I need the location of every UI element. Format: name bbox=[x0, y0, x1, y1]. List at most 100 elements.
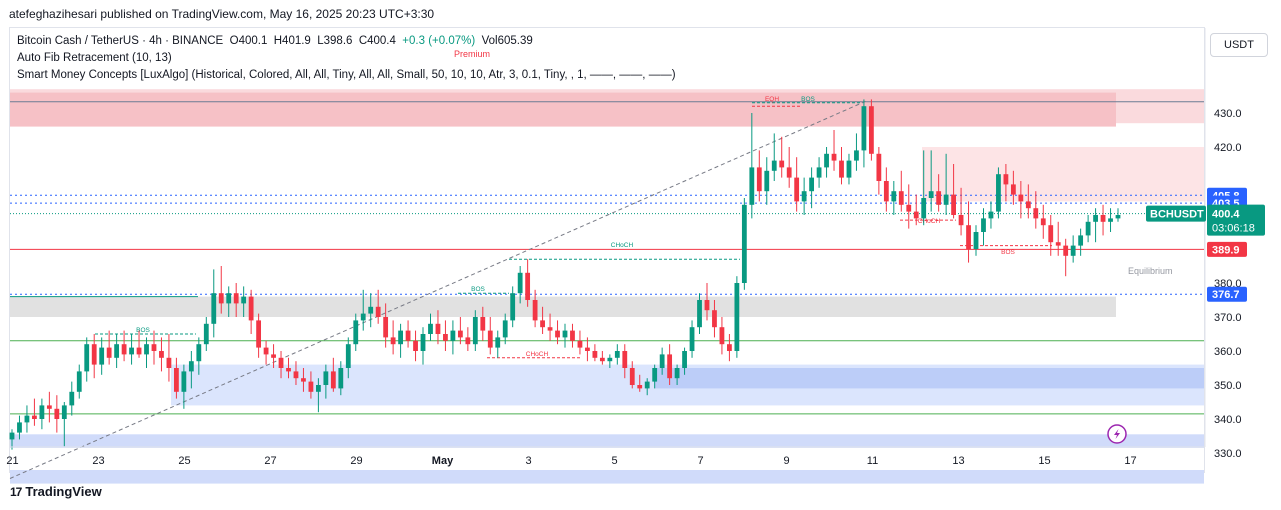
candle-body bbox=[1048, 225, 1054, 243]
candle-body bbox=[181, 371, 187, 392]
price-tick-label: 350.0 bbox=[1214, 380, 1242, 392]
candle-body bbox=[704, 300, 710, 311]
candle-body bbox=[555, 330, 560, 338]
legend-high: H401.9 bbox=[273, 35, 311, 47]
order-block-zone bbox=[655, 368, 1204, 389]
candle-body bbox=[211, 293, 217, 324]
candle-body bbox=[996, 174, 1001, 212]
candle-body bbox=[390, 337, 396, 345]
candle-body bbox=[17, 422, 22, 433]
candle-body bbox=[99, 347, 105, 365]
candle-body bbox=[54, 408, 60, 419]
candle-body bbox=[9, 432, 15, 440]
candle-body bbox=[46, 405, 52, 409]
candle-body bbox=[61, 405, 67, 419]
candle-body bbox=[413, 340, 418, 351]
candle-body bbox=[525, 272, 531, 300]
time-tick-label: 7 bbox=[697, 455, 703, 467]
candle-body bbox=[69, 391, 75, 406]
candle-body bbox=[301, 378, 306, 382]
candle-body bbox=[667, 354, 673, 379]
structure-label: BOS bbox=[471, 286, 485, 293]
time-tick-label: 25 bbox=[178, 455, 190, 467]
candle-body bbox=[1085, 221, 1091, 236]
candle-body bbox=[91, 344, 97, 365]
candle-body bbox=[450, 330, 456, 341]
candle-body bbox=[928, 191, 934, 198]
candle-body bbox=[547, 327, 553, 331]
candle-body bbox=[749, 167, 755, 205]
candle-body bbox=[1063, 245, 1069, 256]
structure-label: BOS bbox=[136, 327, 150, 334]
candle-body bbox=[84, 344, 90, 372]
candle-body bbox=[517, 272, 523, 294]
symbol-tag-bg bbox=[1146, 205, 1206, 222]
candle-body bbox=[1108, 218, 1113, 222]
publisher-line: atefeghazihesari published on TradingVie… bbox=[9, 7, 435, 21]
candle-body bbox=[405, 330, 411, 341]
candle-body bbox=[1100, 215, 1106, 222]
indicator-smc[interactable]: Smart Money Concepts [LuxAlgo] (Historic… bbox=[17, 69, 676, 81]
candle-body bbox=[644, 381, 650, 389]
candle-body bbox=[256, 320, 262, 348]
candle-body bbox=[39, 405, 45, 419]
candle-body bbox=[338, 368, 344, 389]
candle-body bbox=[502, 320, 508, 338]
time-tick-label: 21 bbox=[6, 455, 18, 467]
candle-body bbox=[203, 323, 209, 345]
candle-body bbox=[1040, 218, 1046, 226]
candle-body bbox=[136, 347, 142, 355]
price-tick-label: 340.0 bbox=[1214, 414, 1242, 426]
candle-body bbox=[487, 330, 493, 348]
candle-body bbox=[592, 351, 598, 358]
candle-body bbox=[106, 347, 112, 358]
candle-body bbox=[794, 177, 800, 202]
currency-button[interactable]: USDT bbox=[1210, 33, 1268, 57]
candle-body bbox=[786, 167, 792, 178]
candle-body bbox=[472, 317, 478, 345]
candle-body bbox=[846, 160, 852, 178]
supply-zone bbox=[922, 147, 1204, 202]
legend-close: C400.4 bbox=[358, 35, 396, 47]
symbol-title: Bitcoin Cash / TetherUS · 4h · BINANCE bbox=[17, 35, 224, 47]
candle-body bbox=[1010, 184, 1016, 195]
candle-body bbox=[174, 368, 179, 392]
candle-body bbox=[951, 194, 956, 215]
candle-body bbox=[330, 371, 336, 389]
candle-body bbox=[129, 347, 134, 355]
symbol-legend[interactable]: Bitcoin Cash / TetherUS · 4h · BINANCE O… bbox=[17, 35, 533, 47]
candle-body bbox=[159, 351, 164, 358]
tradingview-logo[interactable]: 17 TradingView bbox=[10, 484, 102, 499]
candle-body bbox=[323, 371, 329, 385]
candle-body bbox=[278, 357, 284, 368]
indicator-fib[interactable]: Auto Fib Retracement (10, 13) bbox=[17, 52, 172, 64]
candle-body bbox=[741, 204, 747, 283]
candle-body bbox=[1018, 194, 1024, 202]
candle-body bbox=[383, 317, 389, 338]
candle-body bbox=[1025, 201, 1031, 209]
candle-body bbox=[816, 167, 822, 178]
candle-body bbox=[196, 344, 202, 362]
candle-body bbox=[226, 293, 232, 304]
candle-body bbox=[599, 357, 605, 362]
candle-body bbox=[1078, 235, 1084, 246]
time-tick-label: 5 bbox=[611, 455, 617, 467]
candle-body bbox=[271, 354, 276, 358]
candle-body bbox=[562, 330, 568, 338]
candle-body bbox=[831, 153, 837, 161]
legend-open: O400.1 bbox=[229, 35, 268, 47]
candle-body bbox=[151, 344, 157, 351]
candle-body bbox=[510, 293, 516, 321]
legend-change: +0.3 (+0.07%) bbox=[402, 35, 476, 47]
candle-body bbox=[218, 293, 224, 304]
price-label-376-7: 376.7 bbox=[1212, 289, 1240, 301]
candle-body bbox=[1115, 215, 1121, 219]
structure-label: EQH bbox=[765, 96, 779, 103]
candle-body bbox=[368, 306, 374, 314]
time-tick-label: 13 bbox=[952, 455, 964, 467]
candle-body bbox=[988, 211, 994, 219]
candle-body bbox=[719, 327, 725, 345]
candle-body bbox=[353, 320, 359, 345]
candle-body bbox=[1055, 242, 1061, 246]
